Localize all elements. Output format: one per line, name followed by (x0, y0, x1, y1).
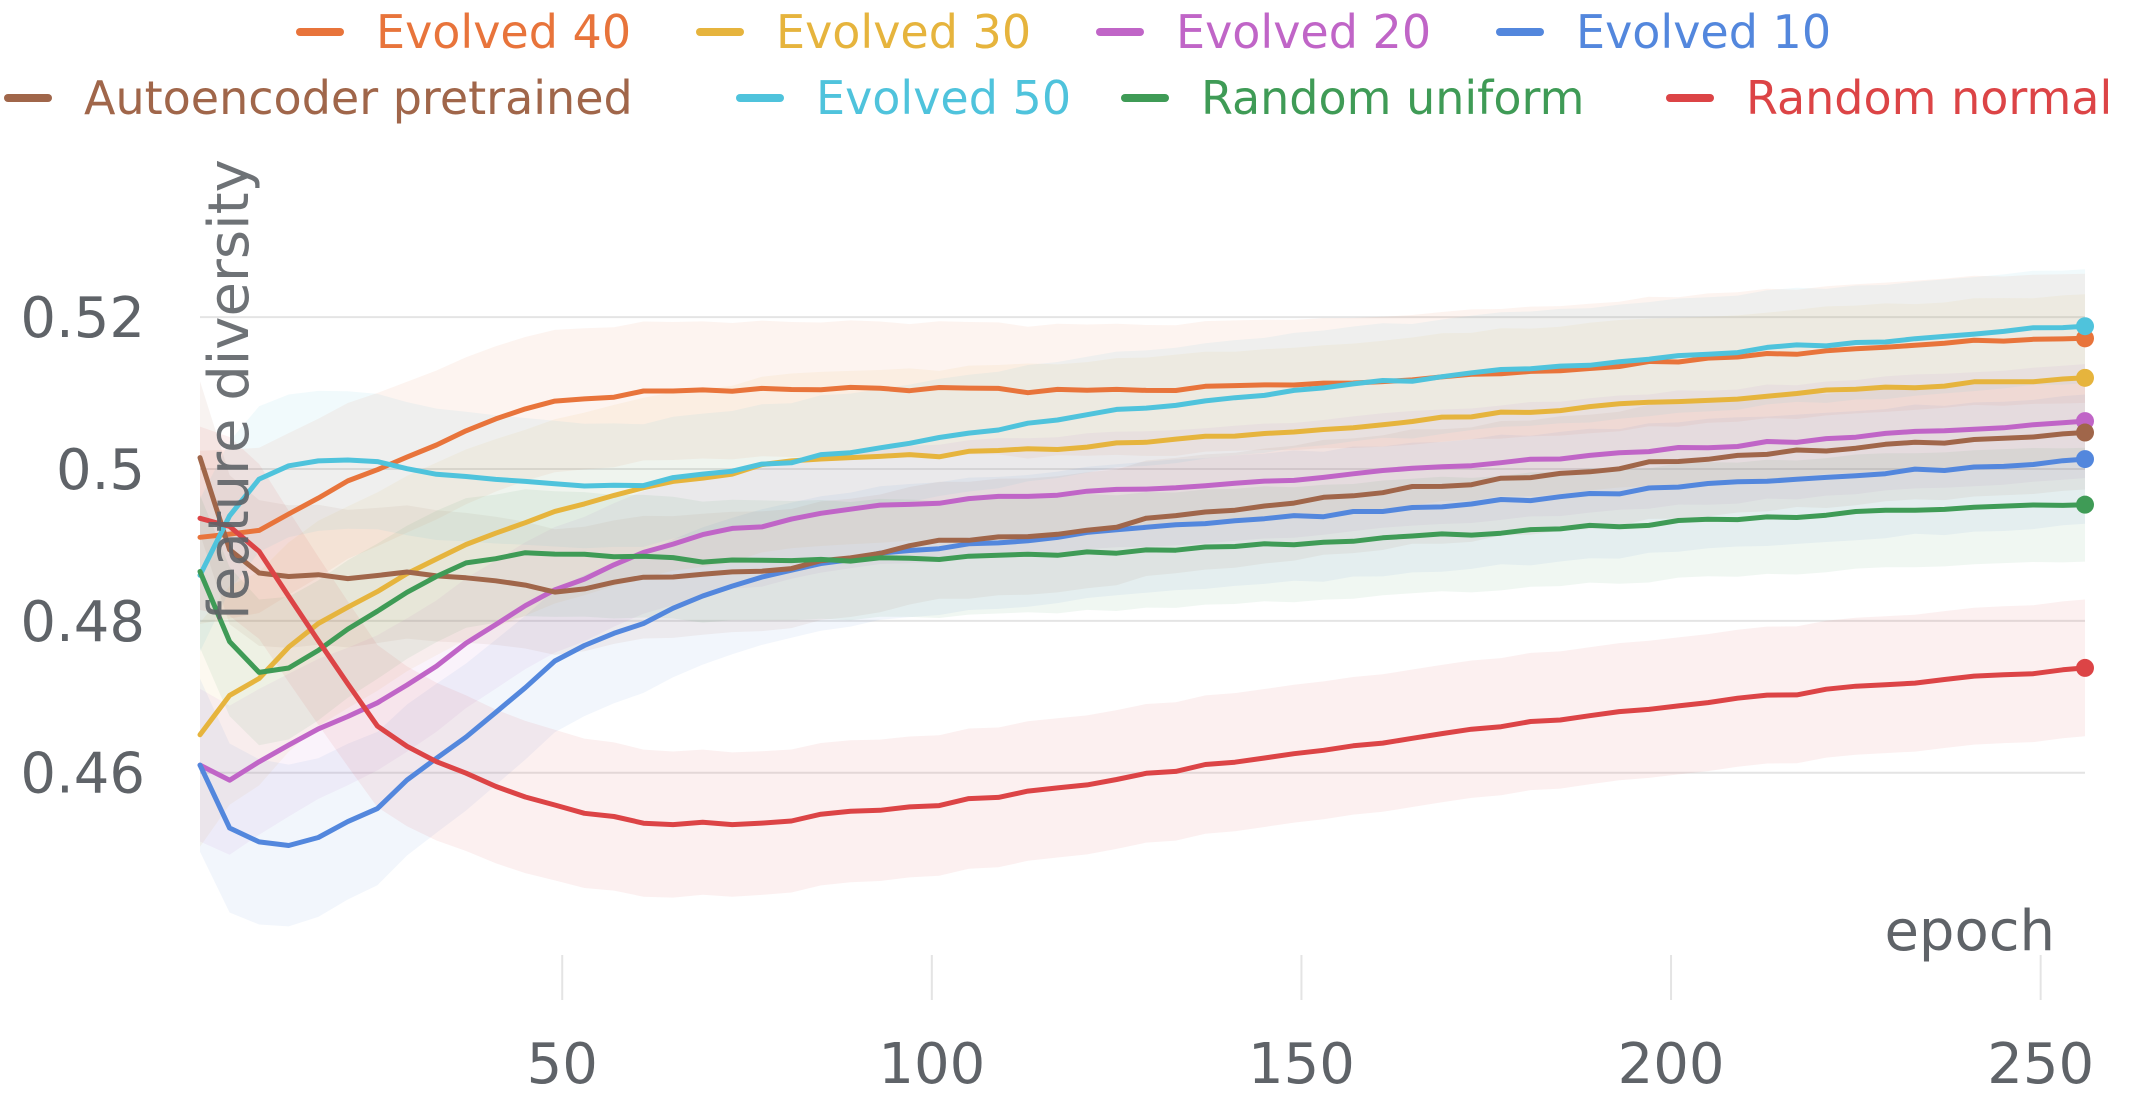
series-endpoint (2076, 450, 2094, 469)
y-tick-label: 0.52 (20, 286, 145, 351)
y-axis-label: feature diversity (197, 159, 262, 621)
legend-label: Evolved 10 (1576, 5, 1831, 59)
legend: Evolved 40 Evolved 30 Evolved 20 Evolved 10… (4, 5, 2112, 125)
x-tick-label: 100 (878, 1032, 985, 1097)
series-line (197, 502, 2088, 675)
series-endpoint (2076, 658, 2094, 677)
confidence-band (200, 426, 2085, 898)
series-line (197, 375, 2088, 738)
series-line (197, 456, 2088, 848)
series-line (197, 323, 2088, 578)
y-tick-label: 0.5 (56, 438, 145, 503)
x-tick-label: 50 (527, 1032, 598, 1097)
series-endpoints (2076, 317, 2094, 677)
confidence-band (200, 375, 2085, 655)
y-axis-ticks: 0.46 0.48 0.5 0.52 (20, 286, 145, 807)
series-endpoint (2076, 423, 2094, 442)
confidence-band (200, 447, 2085, 746)
legend-label: Evolved 30 (776, 5, 1031, 59)
legend-label: Evolved 50 (816, 71, 1071, 125)
confidence-band (200, 364, 2085, 855)
series-lines (197, 323, 2088, 848)
x-tick-label: 150 (1248, 1032, 1355, 1097)
series-line (197, 515, 2088, 828)
series-line (197, 430, 2088, 595)
legend-label: Evolved 40 (376, 5, 631, 59)
y-tick-label: 0.48 (20, 590, 145, 655)
legend-label: Random uniform (1201, 71, 1584, 125)
y-tick-label: 0.46 (20, 742, 145, 807)
series-line (197, 335, 2088, 540)
x-tick-label: 200 (1618, 1032, 1725, 1097)
legend-label: Random normal (1746, 71, 2112, 125)
series-endpoint (2076, 368, 2094, 387)
x-tick-label: 250 (1987, 1032, 2094, 1097)
series-endpoint (2076, 495, 2094, 514)
legend-label: Evolved 20 (1176, 5, 1431, 59)
x-axis-ticks: 50 100 150 200 250 (527, 955, 2094, 1097)
x-axis-label: epoch (1884, 899, 2055, 964)
series-endpoint (2076, 317, 2094, 336)
confidence-bands (200, 269, 2085, 927)
confidence-band (200, 294, 2085, 847)
legend-label: Autoencoder pretrained (84, 71, 633, 125)
series-line (197, 418, 2088, 783)
